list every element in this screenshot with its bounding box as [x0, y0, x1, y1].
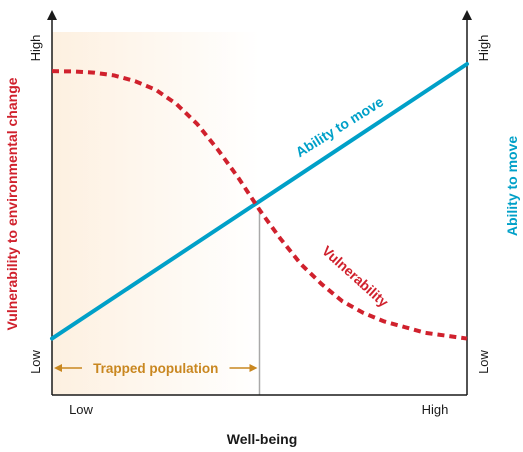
series-line-vulnerability	[51, 69, 468, 341]
y-left-tick-label-high: High	[28, 35, 43, 62]
trapped-population-region	[52, 32, 260, 395]
trapped-arrowhead-right	[249, 364, 258, 372]
y-axis-left-title: Vulnerability to environmental change	[4, 77, 20, 330]
y-right-tick-label-high: High	[476, 35, 491, 62]
series-line-ability-to-move	[50, 62, 469, 341]
y-left-tick-label-low: Low	[28, 349, 43, 373]
y-axis-right-title: Ability to move	[504, 136, 520, 237]
x-tick-label-low: Low	[69, 402, 93, 417]
y-axis-right-arrow	[462, 10, 472, 20]
series-label-vulnerability: Vulnerability	[319, 242, 392, 310]
y-right-tick-label-low: Low	[476, 349, 491, 373]
x-axis-title: Well-being	[227, 431, 298, 447]
trapped-population-label: Trapped population	[93, 361, 218, 376]
trapped-arrowhead-left	[54, 364, 62, 372]
x-tick-label-high: High	[422, 402, 449, 417]
y-axis-left-arrow	[47, 10, 57, 20]
